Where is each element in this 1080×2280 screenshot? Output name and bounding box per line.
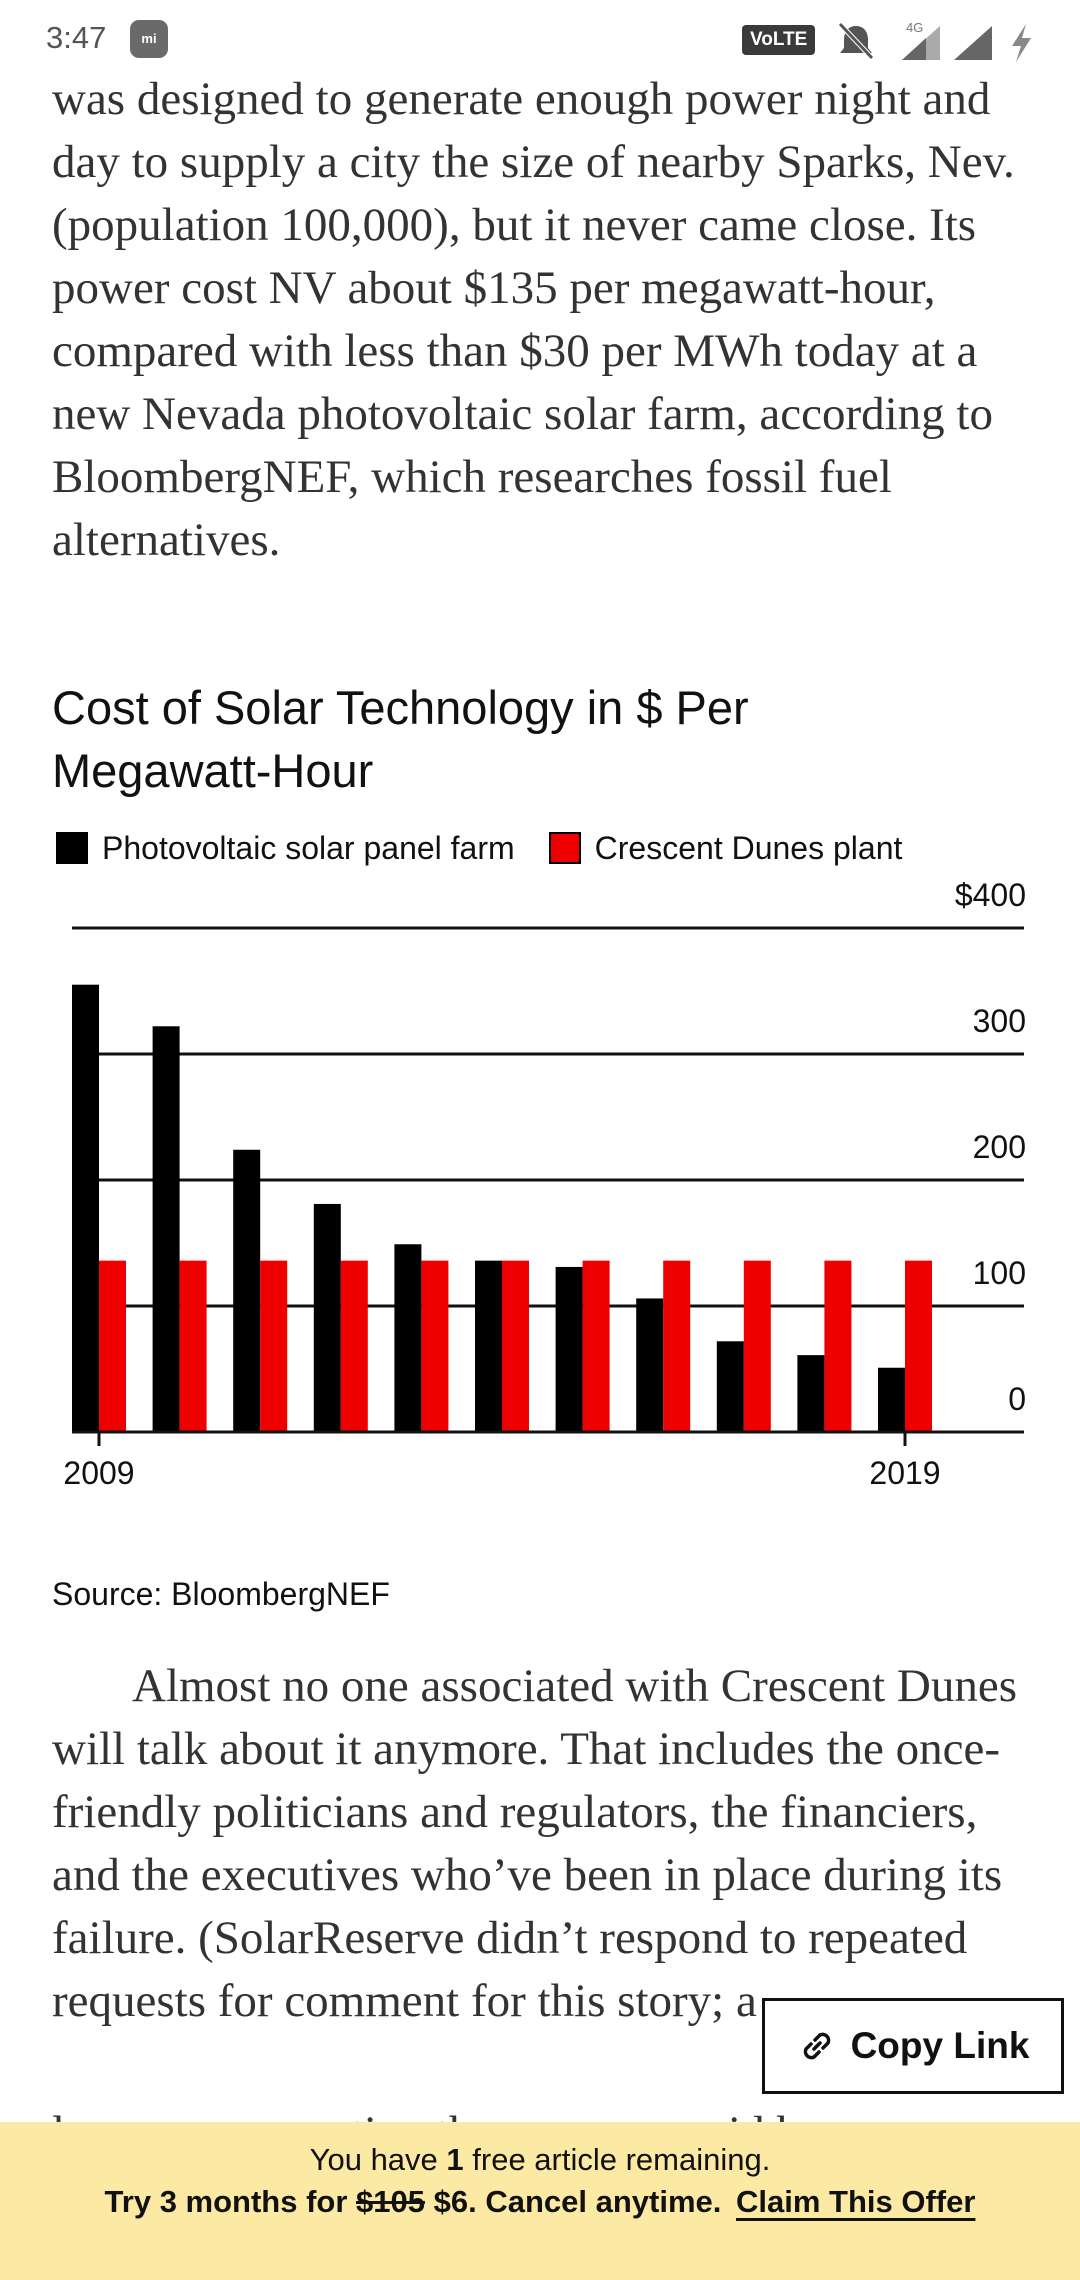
article-paragraph: was designed to generate enough power ni… bbox=[52, 73, 1015, 566]
bar bbox=[743, 1260, 771, 1432]
bar bbox=[340, 1260, 368, 1432]
bar bbox=[421, 1260, 449, 1432]
bar bbox=[663, 1260, 691, 1432]
chart-legend: Photovoltaic solar panel farm Crescent D… bbox=[56, 826, 936, 870]
y-tick-label: 300 bbox=[973, 1003, 1026, 1039]
bar bbox=[475, 1260, 502, 1432]
article-paragraph-2: Almost no one associated with Crescent D… bbox=[52, 1660, 1017, 2027]
notice-count: 1 bbox=[446, 2142, 464, 2177]
app-notification-icon: mi bbox=[130, 20, 168, 58]
offer-line: Try 3 months for $105 $6. Cancel anytime… bbox=[0, 2184, 1080, 2220]
claim-offer-link[interactable]: Claim This Offer bbox=[736, 2184, 976, 2219]
legend-swatch-crescent bbox=[548, 832, 581, 864]
bar bbox=[582, 1260, 610, 1432]
bar bbox=[233, 1149, 261, 1432]
bar bbox=[260, 1260, 288, 1432]
legend-item-pv: Photovoltaic solar panel farm bbox=[56, 830, 515, 867]
bar bbox=[636, 1298, 664, 1432]
mute-bell-icon bbox=[838, 22, 874, 60]
x-tick-label: 2019 bbox=[869, 1455, 940, 1491]
bar bbox=[179, 1260, 207, 1432]
bar bbox=[555, 1266, 583, 1432]
x-tick-label: 2009 bbox=[63, 1455, 134, 1491]
article-cut-line: lawyer representing the company said he bbox=[52, 2102, 1032, 2122]
paywall-banner: You have 1 free article remaining. Try 3… bbox=[0, 2122, 1080, 2280]
legend-label-pv: Photovoltaic solar panel farm bbox=[102, 829, 515, 866]
offer-text: Try 3 months for bbox=[104, 2184, 357, 2219]
y-tick-label: 200 bbox=[973, 1129, 1026, 1165]
y-tick-label: 0 bbox=[1008, 1381, 1026, 1417]
copy-link-label: Copy Link bbox=[850, 2025, 1030, 2066]
signal-icon-2 bbox=[954, 26, 992, 60]
bar bbox=[878, 1367, 905, 1432]
y-tick-label: $400 bbox=[955, 877, 1026, 913]
bar bbox=[313, 1203, 341, 1432]
bar bbox=[152, 1026, 180, 1432]
legend-label-crescent: Crescent Dunes plant bbox=[594, 829, 903, 866]
bar bbox=[72, 984, 99, 1432]
charging-icon bbox=[1012, 24, 1031, 62]
bar-chart: 0 100 200 300 $400 2009 2019 bbox=[63, 877, 1026, 1491]
bar bbox=[99, 1260, 126, 1432]
chart-source: Source: BloombergNEF bbox=[52, 1576, 390, 1612]
status-icons: 4G bbox=[838, 20, 1031, 62]
y-tick-label: 100 bbox=[973, 1255, 1026, 1291]
notice-text-end: free article remaining. bbox=[463, 2142, 771, 2177]
network-type-label: 4G bbox=[906, 20, 923, 35]
bar bbox=[797, 1355, 825, 1432]
legend-swatch-pv bbox=[56, 832, 88, 864]
chart-title: Cost of Solar Technology in $ Per Megawa… bbox=[52, 681, 749, 797]
status-bar: 3:47 mi VoLTE 4G bbox=[0, 0, 1080, 78]
bar bbox=[905, 1260, 932, 1432]
volte-badge: VoLTE bbox=[742, 25, 816, 55]
legend-item-crescent: Crescent Dunes plant bbox=[548, 829, 903, 867]
status-time: 3:47 bbox=[46, 20, 107, 55]
old-price: $105 bbox=[356, 2184, 425, 2219]
free-articles-notice: You have 1 free article remaining. bbox=[0, 2142, 1080, 2178]
bar bbox=[502, 1260, 529, 1432]
bar bbox=[394, 1244, 422, 1432]
bar bbox=[824, 1260, 852, 1432]
offer-price-text: $6. Cancel anytime. bbox=[425, 2184, 722, 2219]
notice-text: You have bbox=[309, 2142, 447, 2177]
copy-link-button[interactable]: Copy Link bbox=[762, 1998, 1064, 2094]
bar bbox=[716, 1341, 744, 1432]
link-icon bbox=[803, 2032, 830, 2060]
